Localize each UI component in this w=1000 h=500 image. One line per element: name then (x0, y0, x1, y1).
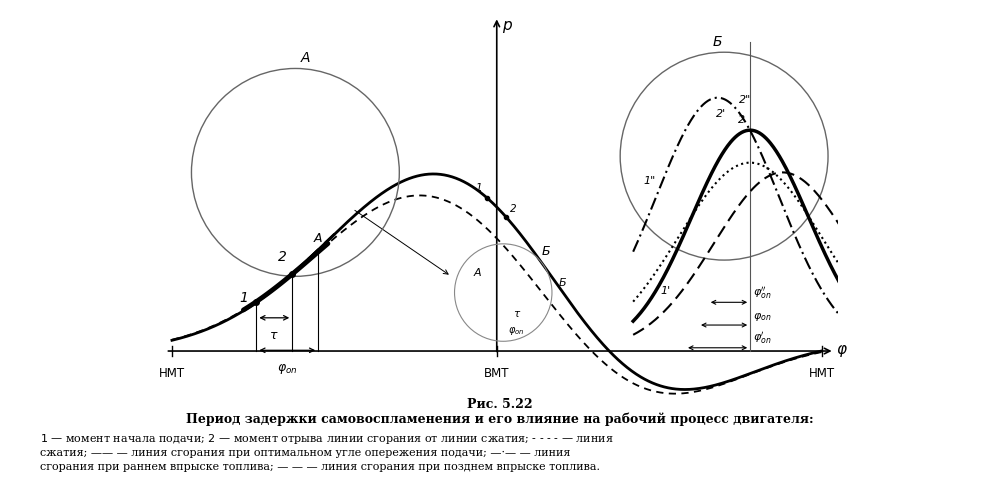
Text: сжатия; —— — линия сгорания при оптимальном угле опережения подачи; —·— — линия: сжатия; —— — линия сгорания при оптималь… (40, 448, 570, 458)
Text: 2: 2 (510, 204, 516, 214)
Text: $\tau$: $\tau$ (269, 329, 279, 342)
Text: $\tau$: $\tau$ (513, 309, 521, 319)
Text: 2: 2 (738, 116, 745, 126)
Text: 1: 1 (239, 292, 248, 306)
Text: $\varphi_{on}$: $\varphi_{on}$ (508, 325, 525, 337)
Text: p: p (502, 18, 511, 33)
Text: А: А (473, 268, 481, 278)
Text: $\mathit{1}$ — момент начала подачи; $\mathit{2}$ — момент отрыва линии сгорания: $\mathit{1}$ — момент начала подачи; $\m… (40, 432, 614, 446)
Text: $\varphi_{on}^{\prime\prime}$: $\varphi_{on}^{\prime\prime}$ (753, 284, 772, 300)
Text: Б: Б (558, 278, 566, 288)
Text: $\varphi$: $\varphi$ (836, 343, 848, 359)
Text: сгорания при раннем впрыске топлива; — — — линия сгорания при позднем впрыске то: сгорания при раннем впрыске топлива; — —… (40, 462, 600, 472)
Text: 2: 2 (278, 250, 287, 264)
Text: $\varphi_{on}$: $\varphi_{on}$ (753, 312, 772, 324)
Text: 1: 1 (476, 183, 482, 193)
Text: ВМТ: ВМТ (484, 368, 510, 380)
Text: 1': 1' (660, 286, 671, 296)
Text: 1": 1" (644, 176, 656, 186)
Text: НМТ: НМТ (808, 368, 835, 380)
Text: А: А (314, 232, 322, 245)
Text: Рис. 5.22: Рис. 5.22 (467, 398, 533, 410)
Text: $\varphi_{on}^{\prime}$: $\varphi_{on}^{\prime}$ (753, 330, 772, 346)
Text: Период задержки самовоспламенения и его влияние на рабочий процесс двигателя:: Период задержки самовоспламенения и его … (186, 412, 814, 426)
Text: НМТ: НМТ (159, 368, 185, 380)
Text: Б: Б (541, 246, 550, 258)
Text: А: А (300, 51, 310, 65)
Text: Б: Б (713, 35, 722, 49)
Text: 2': 2' (716, 110, 726, 120)
Text: 2": 2" (739, 95, 751, 105)
Text: $\varphi_{on}$: $\varphi_{on}$ (277, 362, 298, 376)
